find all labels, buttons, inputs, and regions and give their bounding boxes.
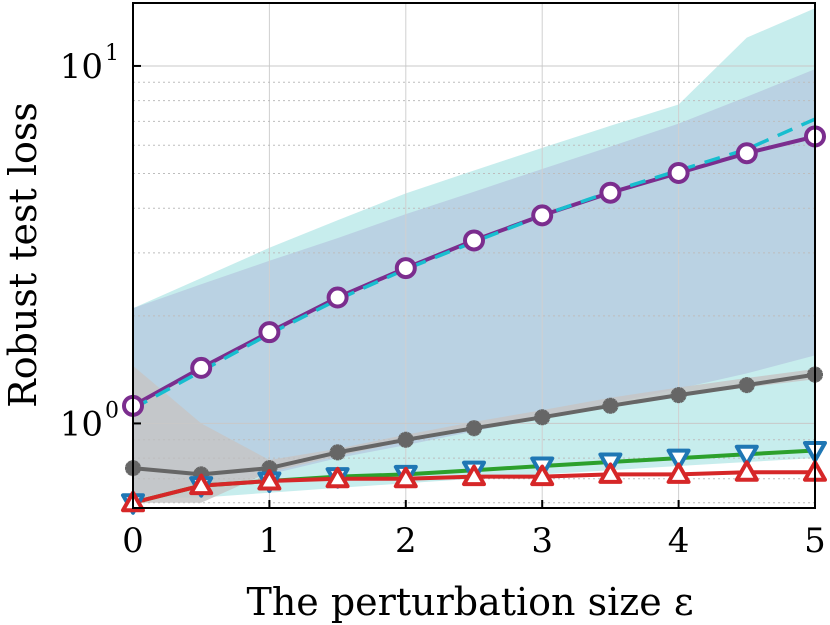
circle-marker <box>735 142 758 165</box>
triangle-down-marker <box>734 444 759 467</box>
triangle-down-marker <box>666 448 691 471</box>
circle-marker <box>258 321 281 344</box>
triangle-up-marker <box>666 462 691 484</box>
axes-frame <box>132 2 816 509</box>
triangle-up-marker <box>530 464 555 487</box>
star-marker <box>602 397 619 414</box>
star-marker <box>261 460 278 477</box>
triangle-up-marker <box>598 462 623 484</box>
y-tick-label: 10 <box>60 404 103 444</box>
y-axis-label: Robust test loss <box>1 102 45 408</box>
triangle-up-marker <box>462 464 486 487</box>
star-marker <box>466 420 482 437</box>
x-tick-label: 0 <box>122 521 144 561</box>
triangle-up-marker <box>734 460 759 482</box>
star-marker <box>670 387 687 404</box>
x-axis-label: The perturbation size ε <box>246 580 693 624</box>
x-tick-label: 3 <box>531 521 553 561</box>
circle-marker <box>394 257 417 280</box>
y-tick-label: 10 <box>60 47 103 87</box>
circle-marker <box>667 161 690 184</box>
circle-marker <box>599 181 622 204</box>
blue-band <box>133 69 815 498</box>
x-tick-label: 2 <box>395 521 417 561</box>
axes-box <box>132 2 816 509</box>
y-tick-exponent: 0 <box>105 398 119 423</box>
circle-marker <box>463 229 485 252</box>
circle-marker <box>531 204 554 227</box>
triangle-up-marker <box>325 466 350 489</box>
star-marker <box>329 444 346 461</box>
triangle-up-marker <box>257 469 282 491</box>
star-marker <box>397 431 414 448</box>
circle-marker <box>190 356 213 379</box>
x-tick-label: 1 <box>259 521 281 561</box>
triangle-up-marker <box>189 473 214 496</box>
star-marker <box>534 409 551 426</box>
circle-marker <box>326 286 349 309</box>
triangle-up-marker <box>393 466 418 489</box>
x-tick-label: 5 <box>804 521 826 561</box>
y-tick-exponent: 1 <box>105 41 119 66</box>
x-tick-label: 4 <box>668 521 690 561</box>
star-marker <box>738 377 755 394</box>
